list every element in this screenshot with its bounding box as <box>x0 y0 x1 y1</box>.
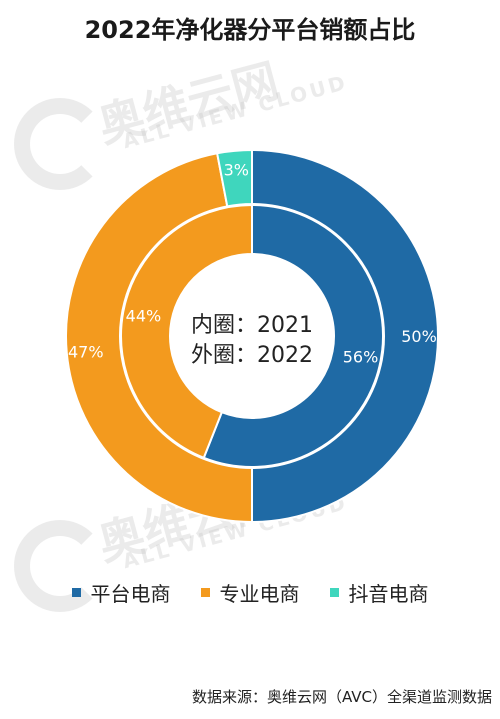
slice-2021-1 <box>120 203 253 460</box>
inner-ring-2021 <box>120 203 384 468</box>
center-label-line1: 内圈：2021 <box>191 313 313 338</box>
data-source: 数据来源：奥维云网（AVC）全渠道监测数据 <box>191 688 492 706</box>
chart-title: 2022年净化器分平台销额占比 <box>84 16 416 44</box>
data-label-2022-0: 50% <box>401 327 437 346</box>
center-label-line2: 外圈：2022 <box>191 343 313 368</box>
legend-item-professional: 专业电商 <box>200 578 300 607</box>
donut-chart: 56% 44% 50% 47% 3% 内圈：2021 外圈：2022 <box>65 148 439 524</box>
legend-label-douyin: 抖音电商 <box>348 582 429 606</box>
data-label-2022-2: 3% <box>224 161 249 180</box>
data-label-2021-1: 44% <box>126 306 162 325</box>
legend-swatch-douyin <box>329 588 339 597</box>
slice-2021-0 <box>202 203 384 468</box>
legend-swatch-platform <box>71 588 81 597</box>
legend-item-douyin: 抖音电商 <box>329 578 429 607</box>
data-label-2021-0: 56% <box>343 348 379 367</box>
data-labels: 56% 44% 50% 47% 3% <box>68 161 437 367</box>
legend-label-professional: 专业电商 <box>219 582 300 606</box>
legend-swatch-professional <box>200 588 210 597</box>
legend-label-platform: 平台电商 <box>90 582 171 606</box>
legend: 平台电商 专业电商 抖音电商 <box>0 578 500 607</box>
legend-item-platform: 平台电商 <box>71 578 171 607</box>
data-label-2022-1: 47% <box>68 343 104 362</box>
